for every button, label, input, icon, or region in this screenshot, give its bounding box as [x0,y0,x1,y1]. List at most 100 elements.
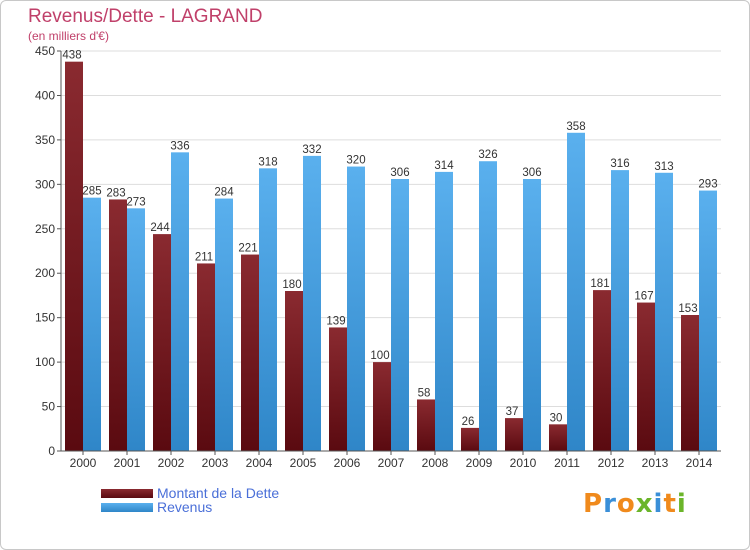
data-label-dette: 58 [418,387,431,399]
data-label-dette: 167 [634,291,653,303]
x-tick-label: 2004 [246,456,273,470]
chart-title: Revenus/Dette - LAGRAND [28,6,263,27]
data-label-dette: 283 [106,187,125,199]
y-tick-label: 0 [48,444,55,458]
logo-letter: i [676,489,687,519]
bar-revenus [391,179,409,451]
bar-dette [285,291,303,451]
bar-revenus [479,161,497,451]
legend-swatch-revenus [101,503,153,512]
data-label-revenus: 273 [126,196,145,208]
x-tick-label: 2011 [554,456,580,470]
x-tick-label: 2007 [378,456,405,470]
data-label-revenus: 320 [346,155,365,167]
bar-revenus [435,171,453,451]
x-tick-label: 2006 [334,456,361,470]
bar-dette [109,199,127,451]
x-tick-label: 2012 [598,456,625,470]
bar-dette [197,263,215,451]
bar-revenus [567,132,585,451]
y-tick-label: 200 [35,266,55,280]
bar-dette [461,427,479,451]
data-label-dette: 221 [238,243,257,255]
logo-letter: i [653,489,664,519]
axis-layer: 0 50 100 150 200 250 300 350 400 450 2000 2001 2002 2… [35,44,721,470]
data-label-revenus: 332 [302,144,321,156]
bar-dette [637,302,655,451]
x-tick-label: 2013 [642,456,669,470]
x-tick-label: 2005 [290,456,317,470]
y-tick-label: 400 [35,88,55,102]
data-label-revenus: 314 [434,160,454,172]
logo-letter: o [616,489,636,519]
bar-revenus [611,170,629,451]
data-label-revenus: 284 [214,187,234,199]
bar-revenus [215,198,233,451]
data-label-dette: 139 [326,315,345,327]
data-label-dette: 37 [506,406,519,418]
chart-subtitle: (en milliers d'€) [28,29,109,43]
x-tick-label: 2001 [114,456,141,470]
x-tick-label: 2002 [158,456,185,470]
bar-revenus [127,208,145,451]
bar-revenus [259,168,277,452]
legend-label-dette: Montant de la Dette [157,485,280,501]
bar-dette [153,234,171,451]
y-tick-label: 150 [35,311,55,325]
data-label-dette: 26 [462,416,475,428]
bar-revenus [171,152,189,452]
bar-dette [329,327,347,451]
bar-dette [417,399,435,451]
proxiti-logo: Proxiti [583,489,687,519]
bar-dette [373,362,391,451]
labels-layer: 438 283 244 211 221 180 139 100 58 26 37 30 181 167 15… [62,50,717,428]
data-label-revenus: 306 [390,167,409,179]
logo-letter: t [663,489,677,519]
logo-letter: x [635,489,654,519]
legend-label-revenus: Revenus [157,499,213,515]
bar-revenus [655,172,673,451]
bar-dette [549,424,567,451]
data-label-revenus: 285 [82,186,101,198]
logo-letter: r [603,489,617,519]
y-tick-label: 300 [35,177,55,191]
bar-revenus [699,190,717,452]
bar-revenus [303,155,321,451]
bars-layer [65,61,717,452]
x-tick-label: 2009 [466,456,493,470]
data-label-revenus: 326 [478,149,497,161]
data-label-dette: 181 [590,278,609,290]
y-tick-label: 350 [35,133,55,147]
data-label-revenus: 336 [170,140,189,152]
logo-letter: P [583,489,604,519]
x-tick-label: 2010 [510,456,537,470]
y-tick-label: 50 [42,400,56,414]
data-label-dette: 438 [62,50,81,62]
x-tick-label: 2003 [202,456,229,470]
bar-dette [593,290,611,451]
bar-dette [65,61,83,452]
bar-dette [505,418,523,451]
bar-revenus [83,197,101,451]
bar-dette [241,254,259,451]
data-label-dette: 30 [550,412,563,424]
data-label-revenus: 313 [654,161,673,173]
data-label-dette: 211 [195,251,213,263]
y-tick-label: 100 [35,355,55,369]
data-label-dette: 244 [150,222,170,234]
data-label-dette: 180 [282,279,301,291]
x-tick-label: 2008 [422,456,449,470]
data-label-revenus: 293 [698,179,717,191]
x-tick-label: 2000 [70,456,97,470]
bar-revenus [347,166,365,452]
data-label-revenus: 306 [522,167,541,179]
legend-swatch-dette [101,489,153,498]
bar-dette [681,315,699,451]
bar-revenus [523,179,541,451]
data-label-dette: 153 [678,303,697,315]
data-label-dette: 100 [370,350,389,362]
y-tick-label: 250 [35,222,55,236]
data-label-revenus: 318 [258,156,277,168]
